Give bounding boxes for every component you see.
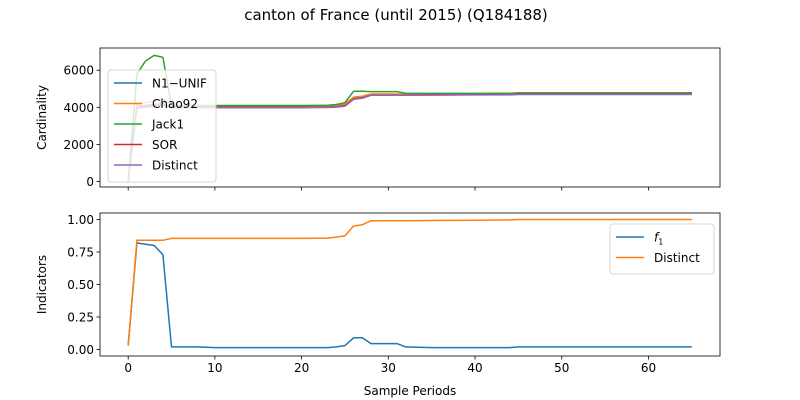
legend-label-n1-unif: N1−UNIF [152, 77, 207, 91]
x-tick-label: 30 [381, 361, 396, 375]
y-tick-label: 0.50 [67, 278, 94, 292]
legend-label-distinct: Distinct [654, 251, 700, 265]
legend-box [609, 223, 715, 275]
series-group [127, 218, 692, 349]
series-line-f1 [127, 242, 692, 349]
series-line-distinct [127, 218, 692, 346]
legend: f1 Distinct [609, 223, 715, 275]
x-tick-label: 10 [207, 361, 222, 375]
x-tick-label: 50 [554, 361, 569, 375]
y-axis-label: Cardinality [35, 85, 49, 150]
legend-label-f1: f1 [654, 231, 663, 247]
legend-box [107, 69, 217, 183]
figure-title: canton of France (until 2015) (Q184188) [244, 6, 548, 24]
x-tick-label: 60 [641, 361, 656, 375]
legend-label-distinct: Distinct [152, 159, 198, 173]
y-axis-label: Indicators [35, 255, 49, 314]
y-tick-label: 2000 [63, 138, 94, 152]
top-axes-cardinality: 0 2000 4000 6000 Cardinality N1−UNIF Chao92 Jac… [35, 47, 721, 191]
y-tick-label: 1.00 [67, 213, 94, 227]
bottom-axes-indicators: 0 10 20 30 40 50 60 0.00 0.25 0.50 0.75 1.00 Indicat… [35, 212, 721, 398]
y-tick-label: 6000 [63, 64, 94, 78]
y-tick-label: 4000 [63, 101, 94, 115]
x-axis-label: Sample Periods [364, 384, 456, 398]
legend-label-jack1: Jack1 [151, 118, 184, 132]
legend-label-sor: SOR [152, 138, 177, 152]
legend-label-chao92: Chao92 [152, 97, 198, 111]
y-tick-label: 0 [86, 175, 94, 189]
legend: N1−UNIF Chao92 Jack1 SOR Distinct [107, 69, 217, 183]
y-tick-label: 0.00 [67, 343, 94, 357]
axes-frame [99, 47, 721, 188]
x-tick-label: 0 [124, 361, 132, 375]
x-tick-label: 20 [294, 361, 309, 375]
y-tick-label: 0.25 [67, 311, 94, 325]
y-tick-label: 0.75 [67, 246, 94, 260]
x-tick-label: 40 [467, 361, 482, 375]
